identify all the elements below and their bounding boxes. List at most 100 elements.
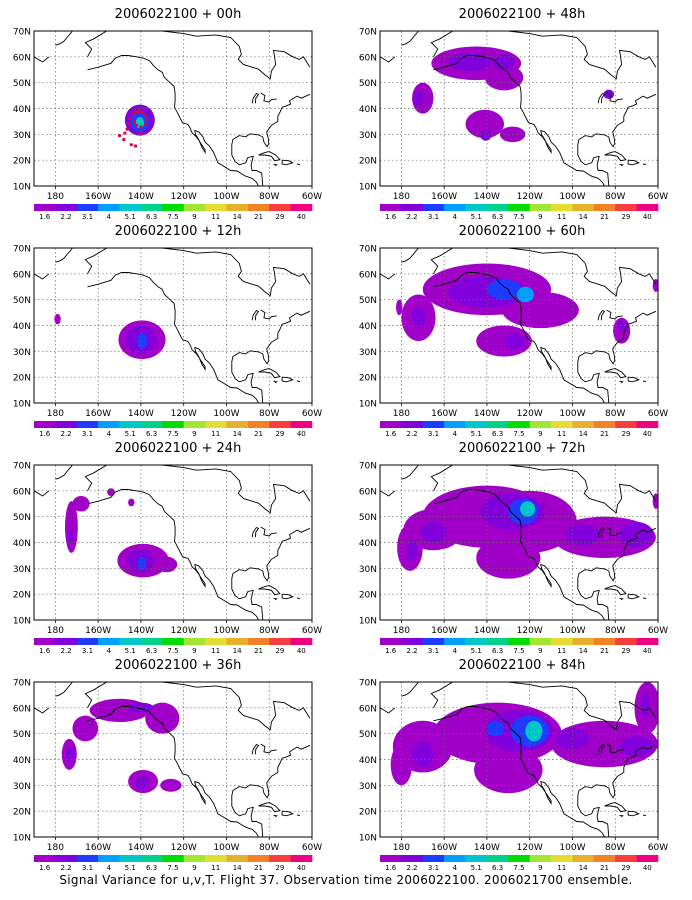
coastline (401, 682, 419, 697)
lon-label: 160W (431, 843, 457, 853)
colorbar-swatch (98, 638, 120, 645)
lon-label: 60W (302, 843, 322, 853)
colorbar-swatch (636, 421, 659, 428)
colorbar-label: 5.1 (471, 430, 482, 438)
colorbar-label: 21 (600, 213, 609, 221)
colorbar-label: 5.1 (125, 864, 136, 872)
colorbar-swatch (290, 421, 313, 428)
colorbar-label: 11 (557, 213, 566, 221)
coastline (606, 309, 623, 320)
variance-region (72, 496, 90, 512)
colorbar-label: 2.2 (407, 213, 418, 221)
colorbar-swatch (401, 421, 424, 428)
lat-label: 40N (13, 539, 31, 549)
colorbar-swatch (119, 421, 142, 428)
coastline (258, 368, 281, 379)
coastline (401, 248, 419, 263)
colorbar-label: 7.5 (513, 213, 524, 221)
coastline (508, 682, 657, 731)
lat-label: 70N (359, 28, 377, 38)
lat-label: 40N (359, 756, 377, 766)
variance-region (396, 299, 403, 316)
colorbar-swatch (593, 204, 616, 211)
map-frame (379, 681, 659, 838)
lon-label: 160W (85, 192, 111, 202)
colorbar-swatch (34, 855, 56, 862)
colorbar-swatch (226, 855, 249, 862)
colorbar-swatch (529, 421, 552, 428)
variance-region (412, 307, 425, 329)
colorbar-label: 3.1 (82, 430, 93, 438)
colorbar-swatch (162, 638, 184, 645)
observation-point (123, 131, 127, 135)
coastline (260, 309, 277, 320)
lon-label: 80W (605, 626, 625, 636)
coastline (273, 814, 278, 818)
colorbar-label: 11 (211, 430, 220, 438)
colorbar-label: 14 (233, 213, 242, 221)
lon-label: 140W (128, 409, 154, 419)
colorbar-swatch (290, 855, 313, 862)
lat-label: 60N (359, 53, 377, 63)
colorbar-label: 3.1 (82, 213, 93, 221)
colorbar-label: 4 (107, 647, 112, 655)
colorbar-swatch (183, 855, 206, 862)
lon-label: 180 (47, 192, 64, 202)
colorbar-swatch (422, 638, 445, 645)
colorbar-label: 9 (538, 864, 542, 872)
colorbar-swatch (55, 421, 78, 428)
coastline (55, 248, 73, 263)
lat-label: 40N (359, 105, 377, 115)
coastline (273, 597, 278, 601)
map-frame (33, 30, 313, 187)
coastline (87, 272, 259, 403)
colorbar-label: 1.6 (385, 647, 397, 655)
colorbar-swatch (98, 421, 120, 428)
lat-label: 30N (359, 565, 377, 575)
coastline (84, 682, 163, 709)
colorbar-swatch (486, 204, 509, 211)
lat-label: 50N (13, 79, 31, 89)
lat-label: 70N (13, 679, 31, 689)
colorbar-label: 29 (621, 213, 630, 221)
coastline (508, 31, 657, 80)
colorbar-label: 1.6 (39, 430, 51, 438)
colorbar-label: 29 (621, 864, 630, 872)
observation-point (122, 137, 126, 142)
lat-label: 30N (13, 131, 31, 141)
map-panel-12h: 10N 20N 30N 40N 50N 60N 70N 180 160W 140W 120W 100W… (13, 245, 322, 439)
variance-region (54, 313, 61, 325)
colorbar-label: 11 (557, 647, 566, 655)
map-panel-48h: 10N 20N 30N 40N 50N 60N 70N 180 160W 140W 120W 100W… (359, 28, 668, 222)
colorbar-label: 40 (643, 647, 652, 655)
colorbar-swatch (551, 855, 573, 862)
map-panel-36h: 10N 20N 30N 40N 50N 60N 70N 180 160W 140W 120W 100W… (13, 679, 322, 873)
colorbar-label: 4 (453, 213, 458, 221)
lat-label: 10N (359, 400, 377, 410)
colorbar-swatch (226, 638, 249, 645)
coastline (296, 597, 301, 600)
variance-region (412, 741, 434, 768)
observation-point (133, 144, 138, 148)
colorbar-swatch (444, 638, 466, 645)
coastline (34, 490, 50, 497)
coastline (87, 55, 259, 186)
coastline (642, 597, 647, 600)
observation-point (140, 110, 144, 114)
colorbar-swatch (615, 638, 637, 645)
lon-label: 180 (47, 626, 64, 636)
lat-label: 70N (13, 28, 31, 38)
lon-label: 120W (171, 192, 197, 202)
colorbar-swatch (34, 204, 56, 211)
coastline (258, 802, 281, 813)
variance-region (155, 556, 178, 573)
colorbar-swatch (508, 855, 530, 862)
lat-label: 30N (359, 131, 377, 141)
colorbar-label: 9 (192, 430, 196, 438)
panel-title-84h: 2006022100 + 84h (458, 658, 586, 673)
coastline (55, 31, 73, 46)
variance-region (67, 530, 74, 544)
colorbar-swatch (486, 421, 509, 428)
coastline (577, 527, 657, 620)
colorbar-label: 11 (211, 647, 220, 655)
